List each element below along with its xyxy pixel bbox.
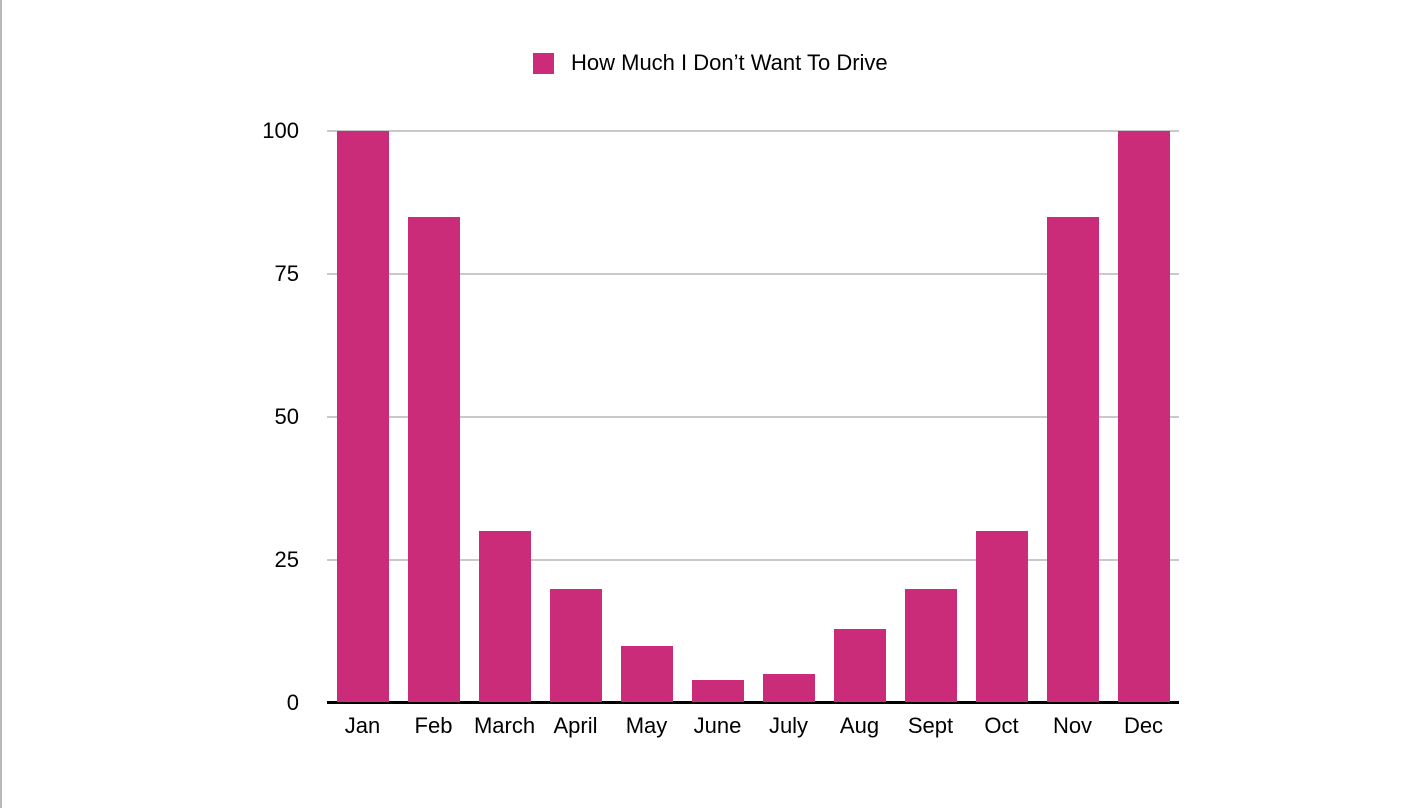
bar-july	[762, 674, 815, 702]
plot-area: 0 25 50 75 100 Jan Feb March April May June July Aug…	[262, 118, 1179, 738]
bar-dec	[1117, 131, 1170, 702]
gridline	[327, 416, 1179, 418]
x-tick-label: Oct	[984, 713, 1019, 738]
bar-jan	[336, 131, 389, 702]
gridline	[327, 130, 1179, 132]
bar-aug	[833, 628, 886, 702]
x-tick-label: July	[768, 713, 809, 738]
bar-feb	[407, 216, 460, 702]
x-axis-line	[327, 701, 1179, 704]
y-tick-label: 0	[286, 690, 299, 715]
x-tick-label: May	[625, 713, 668, 738]
bar-sept	[904, 588, 957, 702]
gridline	[327, 273, 1179, 275]
x-tick-label: April	[553, 713, 598, 738]
x-tick-label: March	[473, 713, 536, 738]
x-tick-label: Aug	[839, 713, 880, 738]
bar-oct	[975, 531, 1028, 702]
bar-april	[549, 588, 602, 702]
x-tick-label: Feb	[414, 713, 453, 738]
x-tick-label: Jan	[344, 713, 381, 738]
bar-june	[691, 680, 744, 702]
gridline	[327, 559, 1179, 561]
x-tick-label: Sept	[907, 713, 954, 738]
legend-color-swatch	[533, 52, 554, 74]
chart-legend: How Much I Don’t Want To Drive	[533, 52, 888, 74]
y-tick-label: 25	[274, 547, 299, 572]
y-tick-label: 75	[274, 261, 299, 286]
bar-may	[620, 645, 673, 702]
bar-march	[478, 531, 531, 702]
x-tick-label: Dec	[1123, 713, 1164, 738]
x-tick-label: Nov	[1052, 713, 1093, 738]
x-tick-label: June	[693, 713, 742, 738]
legend-label: How Much I Don’t Want To Drive	[571, 50, 888, 75]
y-tick-label: 50	[274, 404, 299, 429]
bar-nov	[1046, 216, 1099, 702]
y-tick-label: 100	[262, 118, 299, 143]
